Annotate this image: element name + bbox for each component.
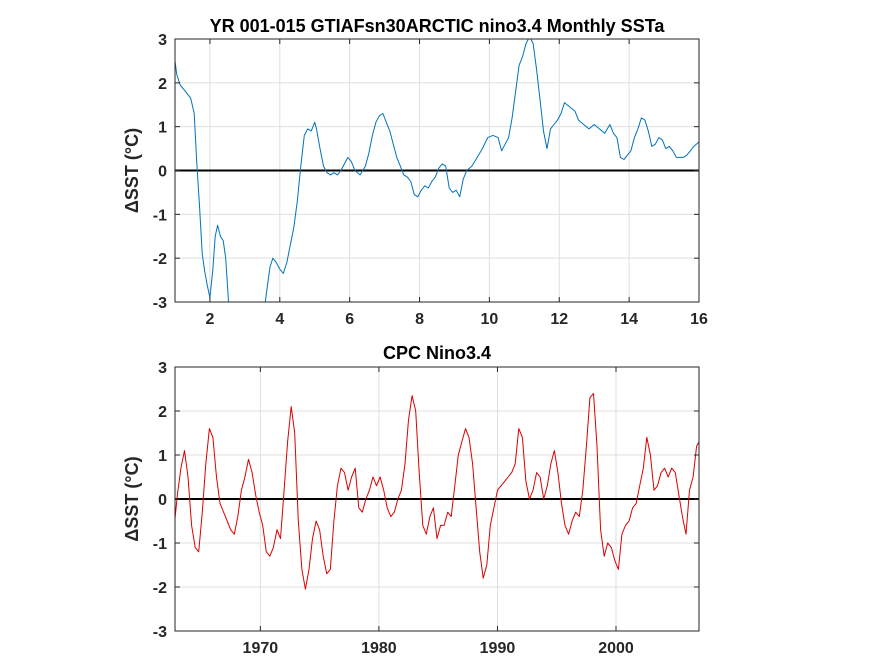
y-tick-label: 1 — [158, 448, 167, 465]
y-tick-label: 2 — [158, 76, 167, 93]
x-tick-label: 12 — [550, 311, 568, 328]
y-tick-label: -2 — [153, 580, 167, 597]
y-tick-label: 3 — [158, 32, 167, 49]
x-tick-label: 16 — [690, 311, 708, 328]
y-axis-label: ΔSST (°C) — [122, 128, 142, 213]
chart-title: YR 001-015 GTIAFsn30ARCTIC nino3.4 Month… — [210, 16, 666, 36]
y-tick-label: -3 — [153, 295, 167, 312]
y-tick-label: 2 — [158, 404, 167, 421]
y-tick-label: 3 — [158, 360, 167, 377]
y-tick-label: -2 — [153, 251, 167, 268]
series-line — [175, 392, 699, 590]
y-axis-label: ΔSST (°C) — [122, 456, 142, 541]
series — [175, 392, 699, 590]
y-tick-label: 1 — [158, 120, 167, 137]
x-tick-label: 10 — [481, 311, 499, 328]
y-tick-label: -1 — [153, 536, 167, 553]
bottom-chart: 1970 1980 1990 2000 -3 -2 -1 0 1 2 3 CPC Nino3.4 Δ… — [122, 343, 700, 656]
series-line — [175, 39, 699, 302]
x-tick-label: 6 — [345, 311, 354, 328]
y-tick-label: 0 — [158, 492, 167, 509]
chart-title: CPC Nino3.4 — [383, 343, 491, 363]
x-tick-label: 1990 — [480, 640, 516, 656]
x-tick-label: 8 — [415, 311, 424, 328]
x-tick-label: 1970 — [243, 640, 279, 656]
series — [175, 39, 699, 302]
y-tick-label: 0 — [158, 164, 167, 181]
y-tick-label: -1 — [153, 207, 167, 224]
ticks: 1970 1980 1990 2000 -3 -2 -1 0 1 2 3 — [153, 360, 699, 656]
x-tick-label: 4 — [275, 311, 284, 328]
x-tick-label: 1980 — [361, 640, 397, 656]
x-tick-label: 14 — [620, 311, 638, 328]
y-tick-label: -3 — [153, 624, 167, 641]
x-tick-label: 2 — [205, 311, 214, 328]
x-tick-label: 2000 — [598, 640, 634, 656]
